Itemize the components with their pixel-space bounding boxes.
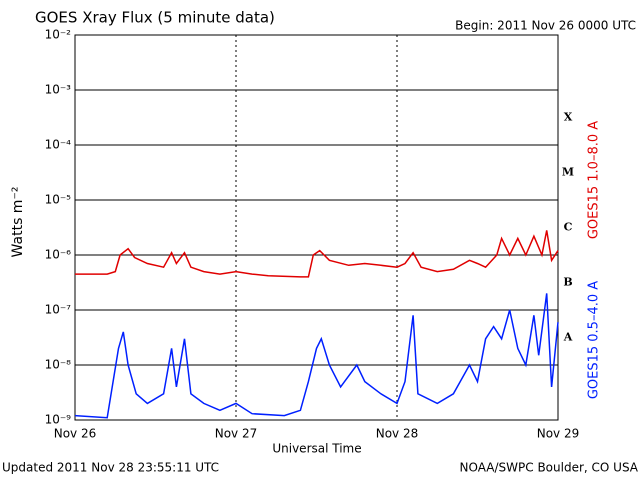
y-tick-label: 10⁻²: [45, 28, 72, 42]
x-tick-label: Nov 27: [215, 427, 258, 441]
chart-subtitle: Begin: 2011 Nov 26 0000 UTC: [455, 19, 636, 33]
x-axis-label: Universal Time: [272, 442, 361, 456]
y-tick-label: 10⁻⁷: [45, 303, 72, 317]
x-tick-label: Nov 29: [537, 427, 580, 441]
y-tick-label: 10⁻⁴: [45, 138, 72, 152]
chart-title: GOES Xray Flux (5 minute data): [35, 9, 275, 27]
series-line: [74, 293, 559, 419]
legend-label: GOES15 1.0–8.0 A: [587, 121, 602, 239]
y-tick-label: 10⁻⁸: [45, 358, 72, 372]
legend-label: GOES15 0.5–4.0 A: [587, 281, 602, 399]
series-line: [75, 230, 559, 278]
y-tick-label: 10⁻⁵: [45, 193, 72, 207]
flare-class-label: B: [563, 276, 572, 289]
y-axis-label: Watts m⁻²: [10, 187, 26, 258]
y-tick-label: 10⁻⁶: [45, 248, 72, 262]
x-tick-label: Nov 28: [376, 427, 419, 441]
x-tick-label: Nov 26: [54, 427, 97, 441]
plot-frame: [74, 34, 559, 421]
flare-class-label: X: [564, 111, 573, 124]
flare-class-label: C: [564, 221, 573, 234]
y-tick-label: 10⁻⁹: [45, 413, 72, 427]
footer-right: NOAA/SWPC Boulder, CO USA: [460, 461, 639, 475]
flare-class-label: A: [563, 331, 573, 344]
flare-class-label: M: [562, 166, 574, 179]
footer-left: Updated 2011 Nov 28 23:55:11 UTC: [2, 461, 219, 475]
y-tick-label: 10⁻³: [45, 83, 72, 97]
